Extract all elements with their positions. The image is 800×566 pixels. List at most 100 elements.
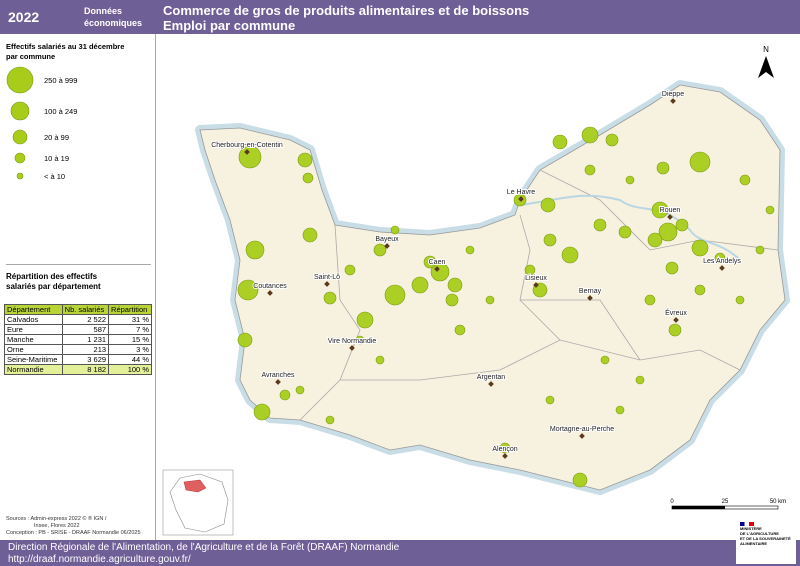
legend-symbol xyxy=(14,152,26,164)
city-marker xyxy=(518,196,524,202)
establishment-circle xyxy=(543,233,557,247)
map: Cherbourg-en-Cotentin Dieppe Le Havre Rouen… xyxy=(162,45,790,536)
city-label: Rouen xyxy=(660,207,681,214)
city-label: Caen xyxy=(429,259,446,266)
establishment-circle xyxy=(238,145,262,169)
establishment-circle xyxy=(253,403,271,421)
city-marker xyxy=(488,381,494,387)
city-label: Cherbourg-en-Cotentin xyxy=(211,142,283,149)
city-marker xyxy=(533,282,539,288)
city-label: Évreux xyxy=(665,308,687,317)
city-label: Vire Normandie xyxy=(328,338,377,345)
city-label: Dieppe xyxy=(662,91,684,98)
establishment-circle xyxy=(658,222,678,242)
table-row: Calvados 2 522 31 % xyxy=(4,314,152,325)
city-marker xyxy=(349,345,355,351)
city-marker xyxy=(244,149,250,155)
city-label: Lisieux xyxy=(525,275,547,282)
establishment-circle xyxy=(384,284,406,306)
city-marker xyxy=(434,266,440,272)
establishment-circle xyxy=(675,218,689,232)
establishment-circle xyxy=(237,279,259,301)
department-borders xyxy=(299,169,779,421)
table-title-line: salariés par département xyxy=(6,282,101,291)
legend-title-line: Effectifs salariés au 31 décembre xyxy=(6,42,125,51)
establishment-circle xyxy=(356,311,374,329)
inset-normandy xyxy=(183,479,207,493)
column-header: Nb. salariés xyxy=(61,304,110,315)
establishment-circle xyxy=(668,323,682,337)
table-total-row: Normandie 8 182 100 % xyxy=(4,364,152,375)
table-row: Manche 1 231 15 % xyxy=(4,334,152,345)
scale-label: 50 km xyxy=(770,499,786,505)
table-cell: 2 522 xyxy=(61,314,110,325)
scale-label: 0 xyxy=(670,499,674,505)
establishment-circle xyxy=(691,239,709,257)
establishment-circle xyxy=(355,335,365,345)
footer-line: http://draaf.normandie.agriculture.gouv.… xyxy=(8,554,191,565)
establishment-circle xyxy=(545,395,555,405)
city-marker xyxy=(267,290,273,296)
city-marker xyxy=(667,214,673,220)
table-cell: 8 182 xyxy=(61,364,110,375)
legend-symbol xyxy=(6,66,34,94)
legend-symbol xyxy=(10,101,30,121)
establishment-circle xyxy=(302,227,318,243)
establishment-circle xyxy=(485,295,495,305)
establishment-circle xyxy=(279,389,291,401)
logo-line: MINISTÈRE xyxy=(740,526,762,531)
city-marker xyxy=(502,453,508,459)
establishment-circle xyxy=(325,415,335,425)
table-row: Eure 587 7 % xyxy=(4,324,152,335)
separator xyxy=(6,264,151,265)
establishment-circle xyxy=(765,205,775,215)
city-marker xyxy=(673,317,679,323)
north-label: N xyxy=(763,45,769,54)
city-label: Bernay xyxy=(579,288,602,295)
source-line: Sources : Admin-express 2022 © ® IGN / xyxy=(6,516,107,522)
logo-line: DE L'AGRICULTURE xyxy=(740,531,779,536)
establishment-circle xyxy=(445,293,459,307)
city-marker xyxy=(670,98,676,104)
flag xyxy=(740,522,754,526)
city-label: Mortagne-au-Perche xyxy=(550,426,614,433)
city-marker xyxy=(384,243,390,249)
establishment-circle xyxy=(344,264,356,276)
city-label: Coutances xyxy=(253,283,287,290)
north-arrow xyxy=(758,56,774,78)
city-marker xyxy=(324,281,330,287)
table-cell: Calvados xyxy=(4,314,63,325)
establishment-circle xyxy=(625,175,635,185)
table-cell: 31 % xyxy=(108,314,152,325)
logo-line: ET DE LA SOUVERAINETÉ xyxy=(740,536,791,541)
table-cell: Seine-Maritime xyxy=(4,354,63,365)
establishment-circle xyxy=(600,355,610,365)
table-row: Orne 213 3 % xyxy=(4,344,152,355)
table-row: Seine-Maritime 3 629 44 % xyxy=(4,354,152,365)
column-header: Répartition xyxy=(108,304,152,315)
table-cell: Manche xyxy=(4,334,63,345)
establishment-circle xyxy=(390,225,400,235)
establishment-circle xyxy=(689,151,711,173)
label-line: Données xyxy=(84,6,123,16)
sources: Sources : Admin-express 2022 © ® IGN / In… xyxy=(6,516,141,537)
establishment-circle xyxy=(651,201,669,219)
scale-bar-segment xyxy=(672,506,725,509)
table-cell: Orne xyxy=(4,344,63,355)
establishment-circle xyxy=(665,261,679,275)
table-cell: 44 % xyxy=(108,354,152,365)
establishment-circle xyxy=(454,324,466,336)
source-line: Conception : PB - SRISE - DRAAF Normandi… xyxy=(6,530,141,536)
footer: Direction Régionale de l'Alimentation, d… xyxy=(0,540,800,566)
establishment-circle xyxy=(524,264,536,276)
footer-text: Direction Régionale de l'Alimentation, d… xyxy=(8,542,399,566)
city-label: Bayeux xyxy=(375,236,399,243)
city-label: Saint-Lô xyxy=(314,274,340,281)
establishment-circle xyxy=(656,161,670,175)
column-header: Département xyxy=(4,304,63,315)
establishment-circle xyxy=(735,295,745,305)
table-cell: Normandie xyxy=(4,364,63,375)
establishment-circle xyxy=(561,246,579,264)
